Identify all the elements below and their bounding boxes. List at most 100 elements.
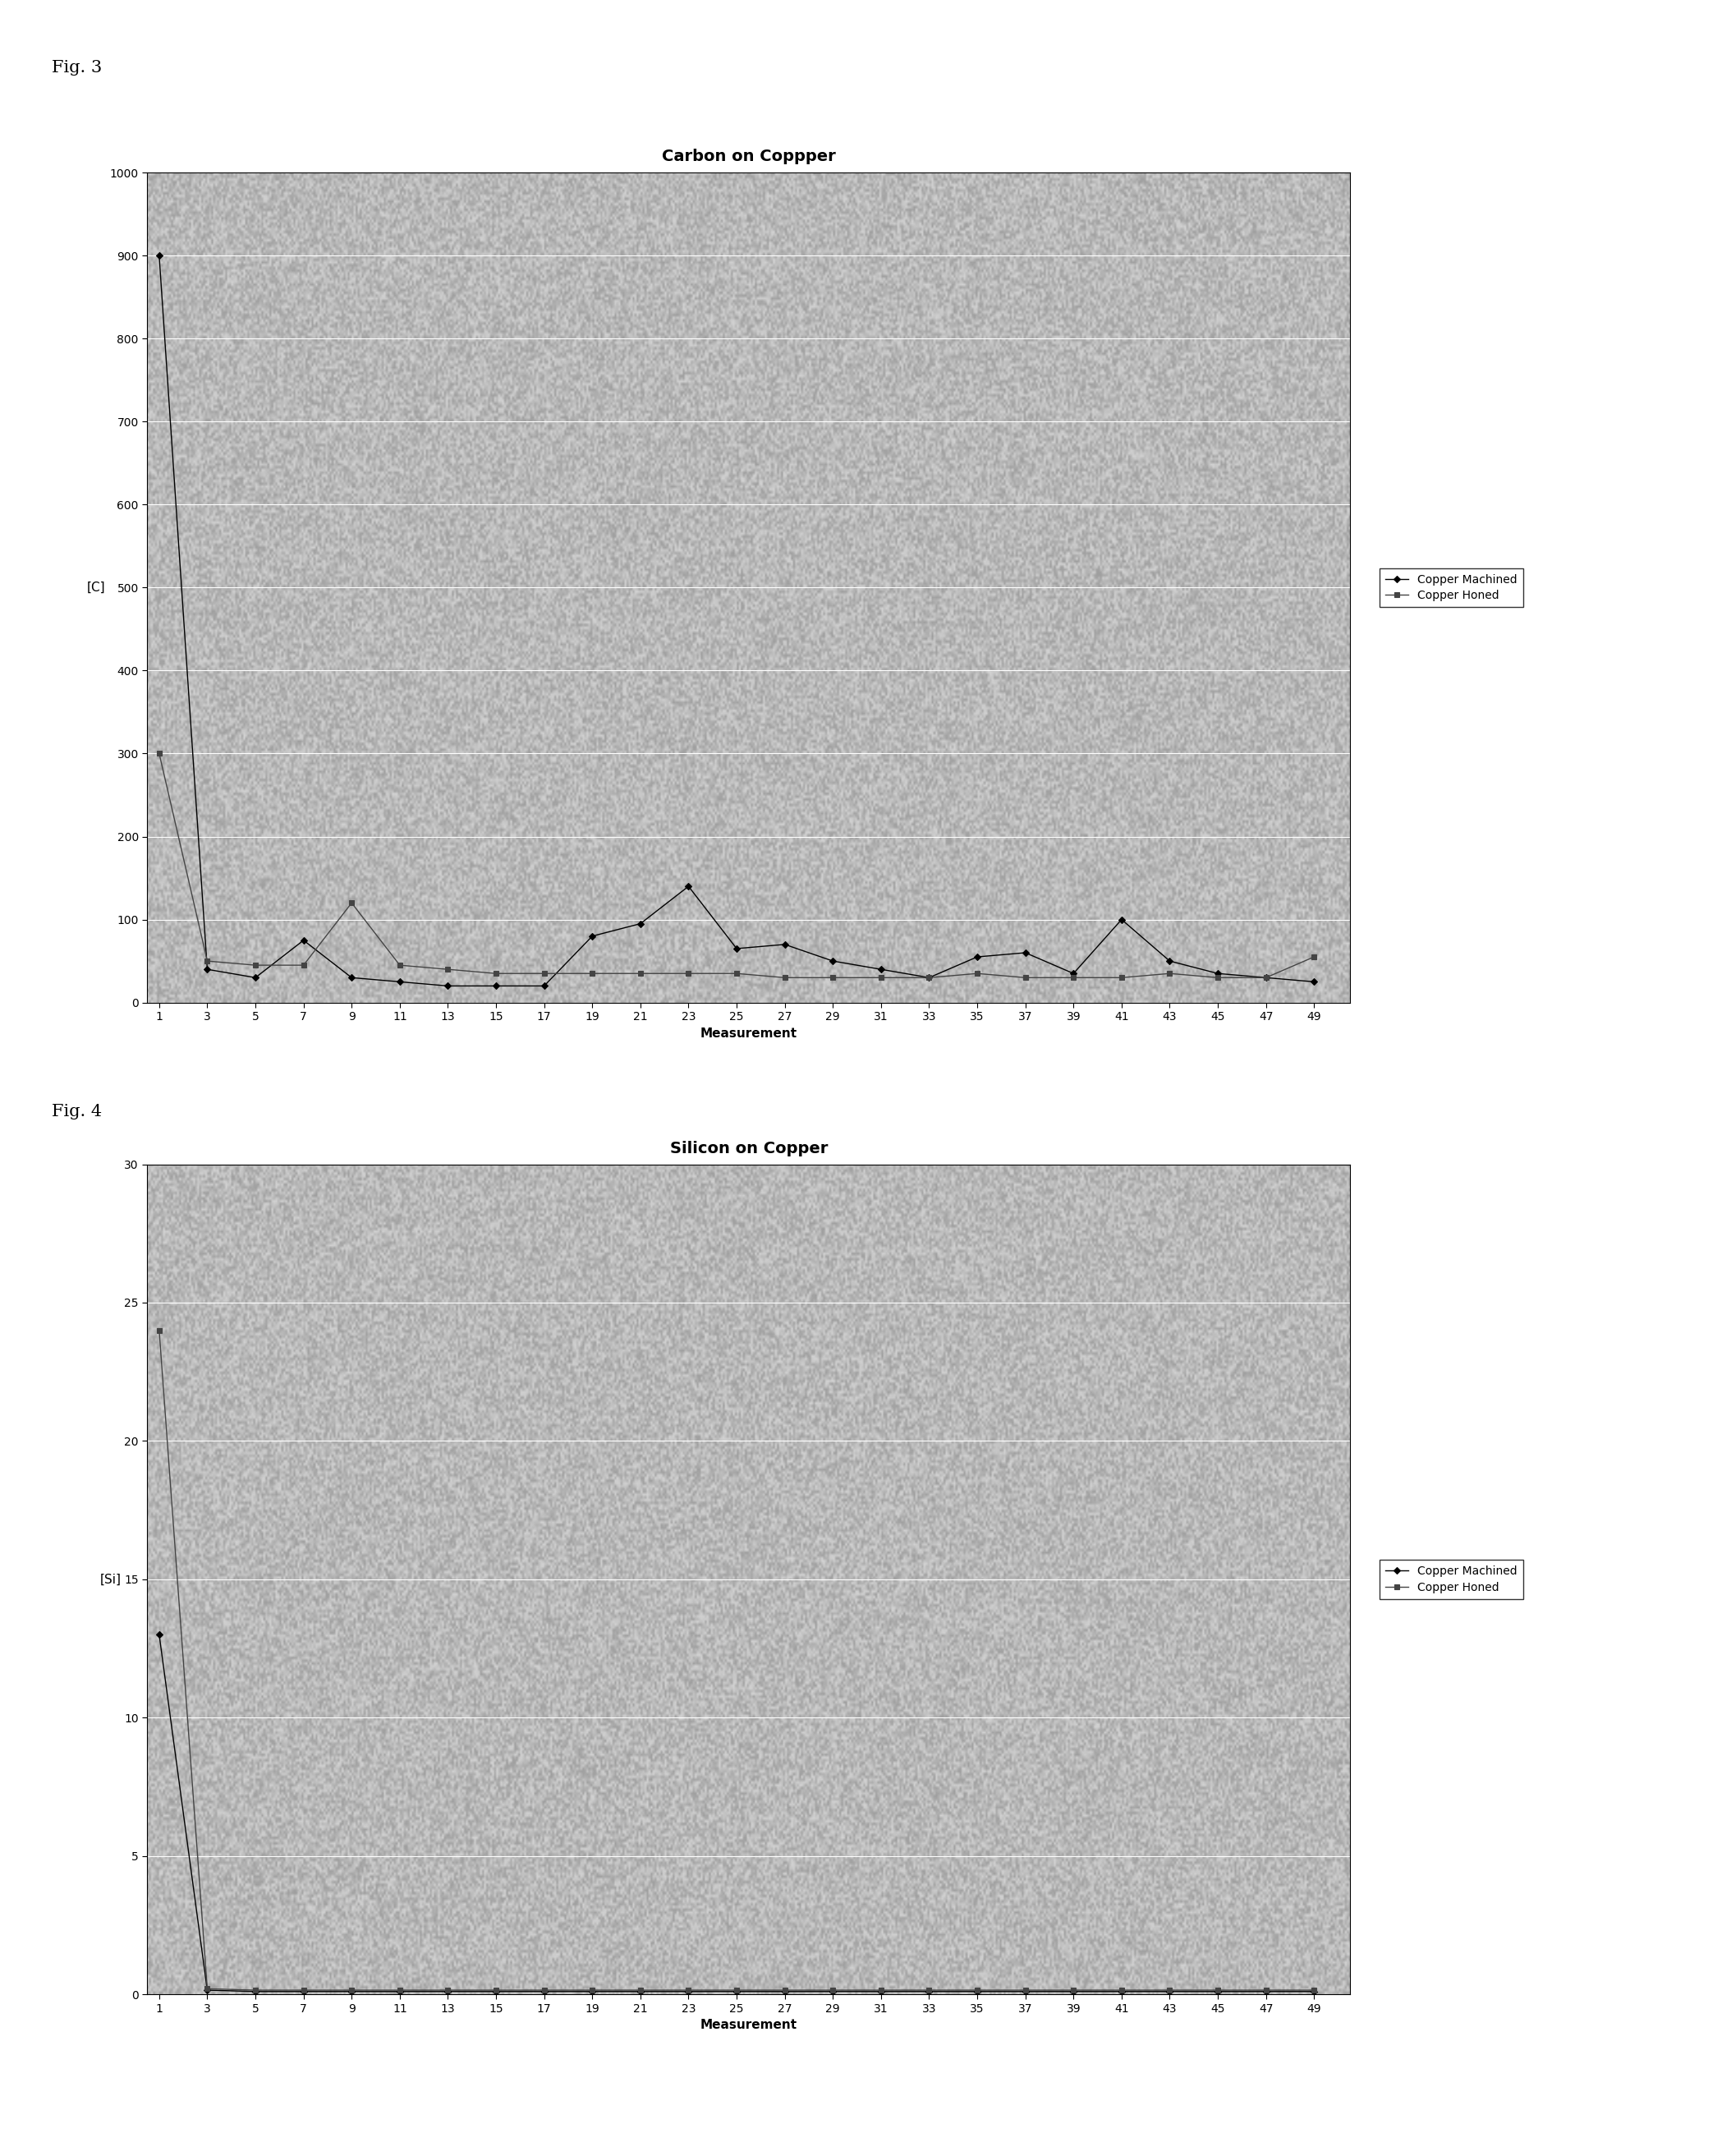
Legend: Copper Machined, Copper Honed: Copper Machined, Copper Honed — [1380, 1559, 1523, 1600]
Copper Machined — [389, 968, 410, 994]
Copper Honed — [293, 953, 313, 979]
Copper Machined — [968, 1979, 988, 2005]
Copper Honed — [533, 1977, 554, 2003]
Copper Machined — [727, 1979, 748, 2005]
Copper Honed — [1014, 1977, 1035, 2003]
Copper Machined — [1160, 1979, 1181, 2005]
Title: Carbon on Coppper: Carbon on Coppper — [661, 149, 836, 164]
Line: Copper Honed: Copper Honed — [158, 1328, 1316, 1992]
Copper Machined — [1111, 906, 1132, 931]
Copper Machined — [197, 957, 218, 983]
Copper Machined — [1014, 1979, 1035, 2005]
Copper Honed — [919, 1977, 940, 2003]
Title: Silicon on Copper: Silicon on Copper — [670, 1141, 827, 1156]
Copper Machined — [438, 972, 459, 998]
Copper Honed — [149, 742, 170, 768]
Legend: Copper Machined, Copper Honed: Copper Machined, Copper Honed — [1380, 567, 1523, 608]
Copper Honed — [486, 1977, 507, 2003]
Copper Honed — [774, 964, 795, 990]
Line: Copper Honed: Copper Honed — [158, 750, 1316, 981]
Copper Honed — [197, 949, 218, 975]
Copper Honed — [389, 953, 410, 979]
Copper Machined — [727, 936, 748, 962]
Copper Machined — [533, 972, 554, 998]
Copper Honed — [246, 1977, 267, 2003]
Line: Copper Machined: Copper Machined — [158, 252, 1316, 987]
Copper Honed — [341, 1977, 362, 2003]
Copper Honed — [822, 964, 843, 990]
Copper Machined — [774, 1979, 795, 2005]
Copper Machined — [822, 949, 843, 975]
Copper Machined — [149, 241, 170, 267]
Copper Honed — [486, 962, 507, 987]
Copper Machined — [293, 927, 313, 953]
Copper Honed — [630, 1977, 651, 2003]
Copper Machined — [1208, 962, 1229, 987]
Copper Honed — [679, 962, 699, 987]
Copper Honed — [822, 1977, 843, 2003]
Copper Honed — [1255, 964, 1276, 990]
Copper Honed — [438, 957, 459, 983]
Copper Machined — [630, 910, 651, 936]
Copper Honed — [1255, 1977, 1276, 2003]
Copper Machined — [486, 972, 507, 998]
Copper Machined — [341, 964, 362, 990]
Text: Fig. 3: Fig. 3 — [52, 60, 102, 75]
Copper Honed — [727, 962, 748, 987]
Copper Machined — [533, 1979, 554, 2005]
Copper Machined — [486, 1979, 507, 2005]
Copper Honed — [438, 1977, 459, 2003]
Copper Honed — [630, 962, 651, 987]
Copper Honed — [871, 1977, 891, 2003]
Copper Honed — [679, 1977, 699, 2003]
Copper Honed — [293, 1977, 313, 2003]
Copper Machined — [293, 1979, 313, 2005]
Copper Honed — [341, 890, 362, 916]
Y-axis label: [Si]: [Si] — [100, 1574, 121, 1585]
Copper Honed — [1063, 1977, 1084, 2003]
Copper Machined — [1255, 964, 1276, 990]
Copper Machined — [1063, 1979, 1084, 2005]
Copper Machined — [149, 1621, 170, 1647]
Copper Machined — [582, 1979, 602, 2005]
Copper Honed — [533, 962, 554, 987]
Copper Honed — [774, 1977, 795, 2003]
Copper Machined — [919, 964, 940, 990]
Copper Machined — [438, 1979, 459, 2005]
Copper Honed — [1303, 944, 1324, 970]
Copper Machined — [774, 931, 795, 957]
Copper Honed — [1014, 964, 1035, 990]
Copper Machined — [871, 1979, 891, 2005]
Copper Honed — [149, 1317, 170, 1343]
Copper Machined — [679, 1979, 699, 2005]
Copper Machined — [1111, 1979, 1132, 2005]
Copper Machined — [197, 1977, 218, 2003]
Copper Honed — [1160, 1977, 1181, 2003]
Copper Machined — [1303, 968, 1324, 994]
Line: Copper Machined: Copper Machined — [158, 1632, 1316, 1994]
Copper Machined — [630, 1979, 651, 2005]
X-axis label: Measurement: Measurement — [699, 2018, 798, 2031]
Copper Honed — [1111, 964, 1132, 990]
Copper Honed — [1208, 964, 1229, 990]
Copper Honed — [1208, 1977, 1229, 2003]
Copper Machined — [582, 923, 602, 949]
Copper Machined — [246, 964, 267, 990]
Copper Honed — [582, 962, 602, 987]
Copper Machined — [679, 873, 699, 899]
Copper Honed — [582, 1977, 602, 2003]
Copper Honed — [1111, 1977, 1132, 2003]
Text: Fig. 4: Fig. 4 — [52, 1104, 102, 1119]
Copper Honed — [727, 1977, 748, 2003]
X-axis label: Measurement: Measurement — [699, 1026, 798, 1039]
Copper Machined — [1063, 962, 1084, 987]
Copper Honed — [1063, 964, 1084, 990]
Copper Machined — [871, 957, 891, 983]
Copper Honed — [389, 1977, 410, 2003]
Copper Machined — [246, 1979, 267, 2005]
Copper Honed — [919, 964, 940, 990]
Copper Machined — [1160, 949, 1181, 975]
Copper Machined — [389, 1979, 410, 2005]
Copper Machined — [822, 1979, 843, 2005]
Copper Honed — [197, 1975, 218, 2001]
